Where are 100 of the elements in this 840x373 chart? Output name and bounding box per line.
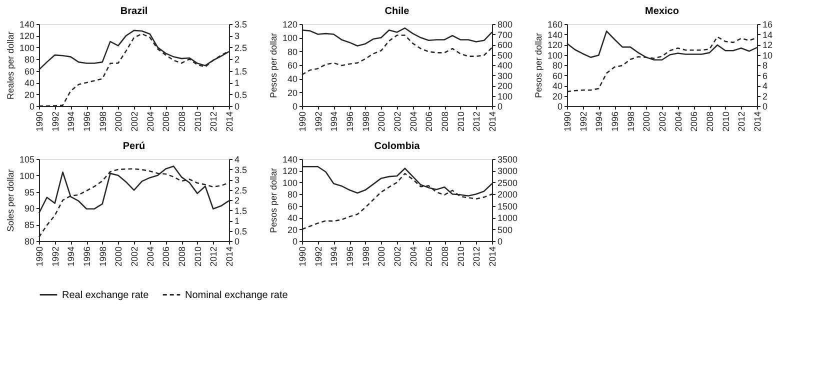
y2-tick-label: 1.5 (234, 66, 248, 76)
x-tick-label: 1996 (82, 246, 92, 267)
y-tick-label: 90 (24, 204, 34, 214)
y-tick-label: 80 (24, 236, 34, 246)
y-tick-label: 40 (24, 78, 34, 88)
y-tick-label: 95 (24, 187, 34, 198)
x-tick-label: 2008 (177, 246, 187, 267)
y2-tick-label: 4 (234, 154, 240, 164)
y2-tick-label: 16 (762, 20, 773, 30)
y2-tick-label: 300 (498, 70, 513, 81)
x-tick-label: 2002 (658, 112, 668, 132)
y2-tick-label: 3000 (498, 166, 518, 176)
legend-label: Real exchange rate (62, 290, 150, 301)
y-tick-label: 0 (29, 102, 34, 112)
y2-tick-label: 1 (234, 216, 240, 226)
x-tick-label: 2006 (689, 112, 700, 132)
x-tick-label: 1992 (313, 246, 324, 267)
y2-tick-label: 100 (498, 91, 513, 102)
x-tick-label: 1998 (360, 246, 371, 267)
x-tick-label: 2000 (376, 246, 387, 267)
x-tick-label: 2012 (208, 112, 219, 132)
x-tick-label: 1996 (610, 112, 620, 132)
y-tick-label: 60 (24, 66, 34, 76)
y2-tick-label: 2 (234, 196, 240, 206)
x-tick-label: 2010 (720, 112, 731, 132)
y-tick-label: 120 (282, 20, 298, 30)
x-tick-label: 2014 (488, 112, 498, 132)
x-tick-label: 1992 (313, 112, 324, 132)
x-tick-label: 1992 (578, 112, 588, 132)
x-tick-label: 1998 (98, 246, 108, 267)
y-tick-label: 60 (287, 60, 298, 70)
y-tick-label: 0 (557, 102, 562, 112)
x-tick-label: 1996 (345, 112, 355, 132)
y2-tick-label: 2500 (498, 178, 518, 188)
x-tick-label: 2008 (440, 112, 450, 132)
legend-label: Nominal exchange rate (185, 290, 288, 301)
x-tick-label: 2000 (114, 112, 124, 132)
y2-tick-label: 200 (498, 81, 513, 91)
y-tick-label: 0 (292, 236, 298, 246)
y-tick-label: 120 (547, 40, 562, 50)
y-tick-label: 85 (24, 220, 34, 230)
y-tick-label: 100 (19, 42, 34, 53)
y2-tick-label: 8 (762, 60, 768, 70)
x-tick-label: 2004 (673, 112, 684, 132)
x-tick-label: 2006 (424, 112, 434, 132)
x-tick-label: 1990 (34, 246, 44, 267)
y-tick-label: 100 (547, 50, 562, 60)
y2-tick-label: 2.5 (234, 185, 248, 196)
y-tick-label: 120 (282, 166, 298, 176)
y2-tick-label: 2 (762, 91, 768, 102)
x-tick-label: 1994 (66, 246, 76, 267)
x-tick-label: 1994 (594, 112, 604, 132)
y2-tick-label: 3.5 (234, 164, 248, 175)
x-tick-label: 2012 (472, 112, 482, 132)
y-tick-label: 20 (552, 91, 562, 102)
x-tick-label: 2002 (130, 246, 140, 267)
x-tick-label: 1996 (345, 246, 355, 267)
y2-tick-label: 4 (762, 81, 768, 91)
y2-tick-label: 1 (234, 78, 240, 88)
x-tick-label: 2014 (224, 112, 234, 132)
x-tick-label: 2002 (392, 246, 402, 267)
y-tick-label: 80 (287, 190, 298, 200)
y-tick-label: 20 (287, 224, 298, 235)
y-tick-label: 100 (282, 178, 298, 188)
x-tick-label: 2008 (705, 112, 715, 132)
y2-tick-label: 3 (234, 31, 240, 42)
y2-tick-label: 700 (498, 30, 513, 40)
y2-tick-label: 0 (762, 102, 768, 112)
y-tick-label: 40 (287, 213, 298, 224)
x-tick-label: 1994 (329, 112, 340, 132)
chart-title: Colombia (374, 141, 420, 152)
y-axis-title: Pesos per dollar (268, 32, 278, 98)
x-tick-label: 1996 (82, 112, 92, 132)
x-tick-label: 1998 (360, 112, 371, 132)
x-tick-label: 2008 (177, 112, 187, 132)
y-tick-label: 140 (282, 154, 298, 164)
x-tick-label: 1990 (562, 112, 572, 132)
y2-tick-label: 2000 (498, 190, 518, 200)
x-tick-label: 2010 (192, 246, 203, 267)
y-tick-label: 20 (287, 88, 298, 98)
x-tick-label: 1990 (34, 112, 44, 132)
y2-tick-label: 800 (498, 20, 513, 30)
x-tick-label: 2010 (456, 112, 466, 132)
x-tick-label: 2004 (145, 112, 156, 132)
x-tick-label: 2000 (376, 112, 387, 132)
y-tick-label: 40 (287, 74, 298, 84)
y2-tick-label: 1500 (498, 201, 518, 212)
y2-tick-label: 10 (762, 50, 773, 60)
y-tick-label: 140 (547, 30, 562, 40)
y-axis-title: Soles per dollar (5, 169, 16, 232)
x-tick-label: 2012 (208, 246, 219, 267)
y-tick-label: 120 (19, 31, 34, 42)
y-tick-label: 160 (547, 20, 562, 30)
y-tick-label: 80 (552, 60, 562, 70)
x-tick-label: 2000 (114, 246, 124, 267)
x-tick-label: 2012 (472, 246, 482, 267)
x-tick-label: 2004 (408, 112, 418, 132)
y2-tick-label: 1000 (498, 213, 518, 224)
x-tick-label: 1990 (298, 112, 308, 132)
x-tick-label: 2000 (642, 112, 652, 132)
